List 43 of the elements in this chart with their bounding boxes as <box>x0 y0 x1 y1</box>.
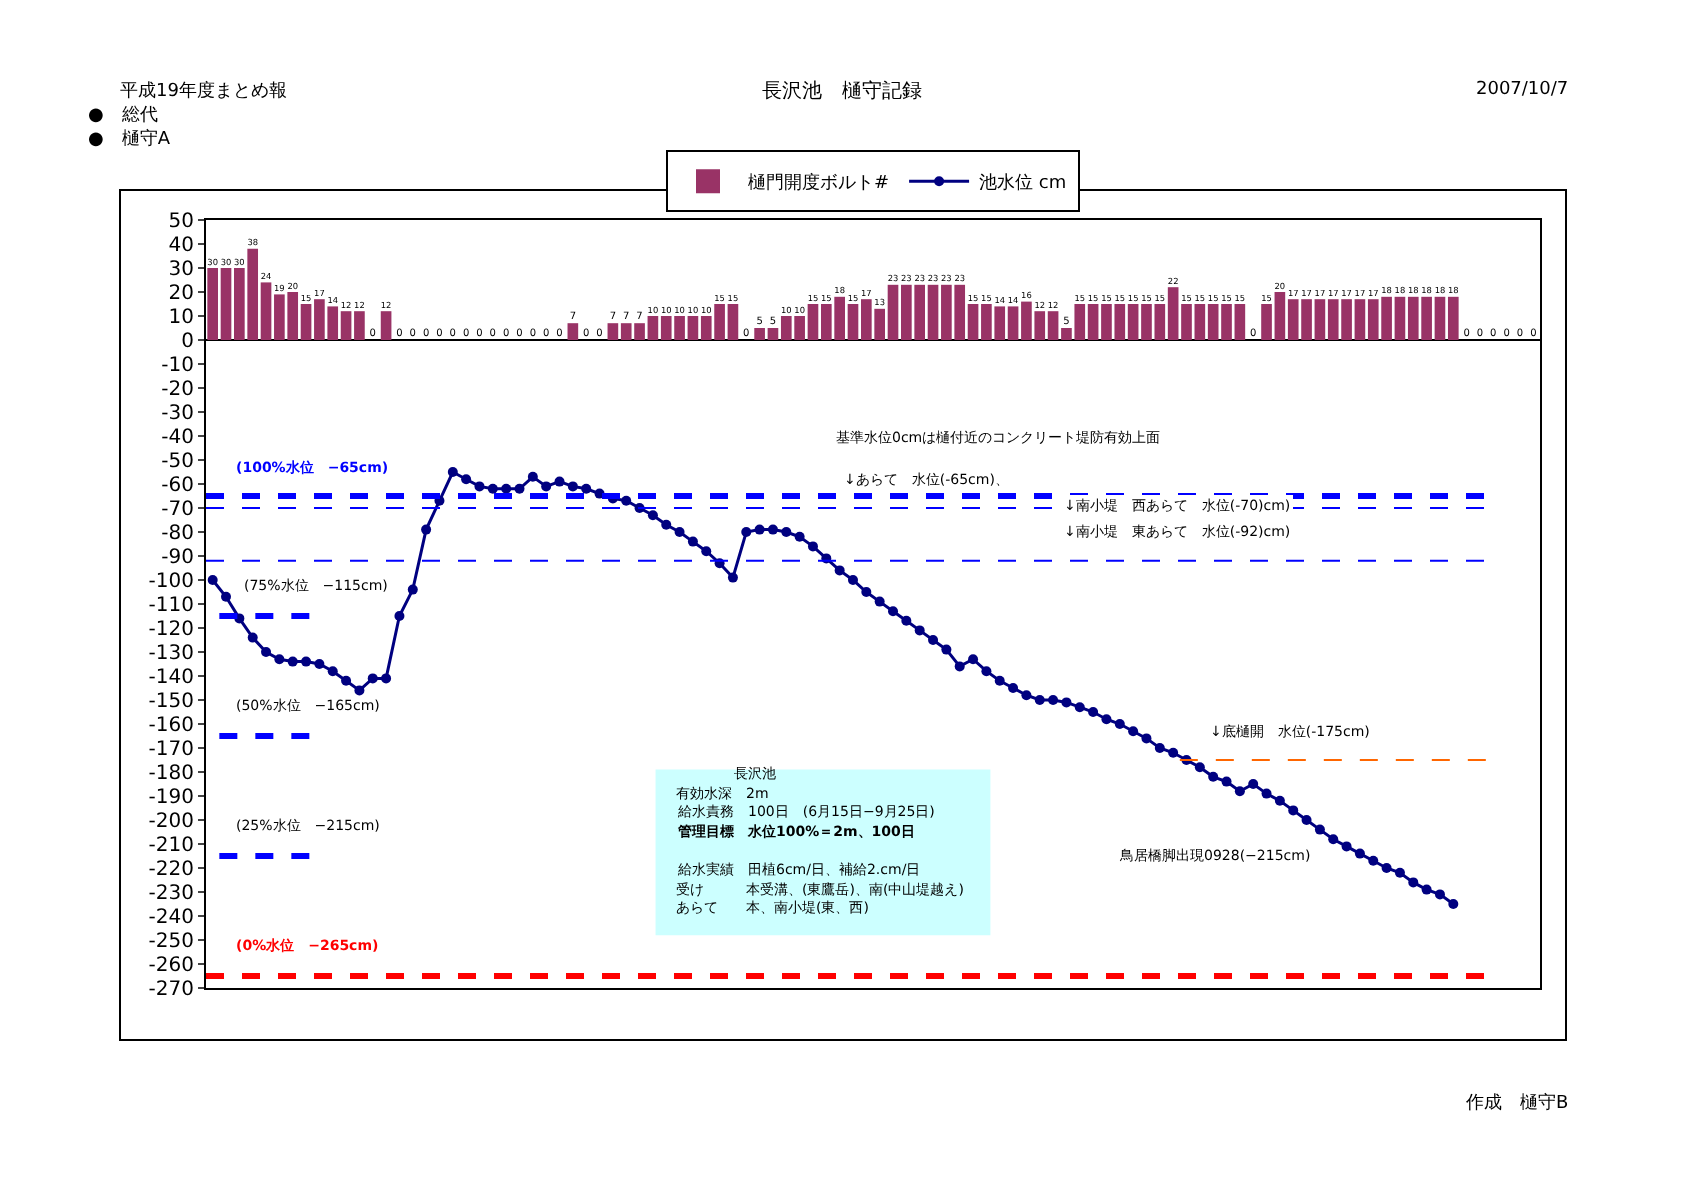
legend-label: 樋門開度ボルト# <box>748 172 890 195</box>
y-tick-label: 30 <box>168 259 194 281</box>
text: 平成19年度まとめ報 <box>120 80 287 102</box>
y-tick-label: -190 <box>148 787 194 809</box>
y-tick-label: -60 <box>161 475 194 497</box>
y-tick-label: -90 <box>161 547 194 569</box>
y-tick-label: -180 <box>148 763 194 785</box>
bar <box>567 323 579 340</box>
y-tick-label: -120 <box>148 619 194 641</box>
y-tick-label: -170 <box>148 739 194 761</box>
legend-label: 池水位 cm <box>979 172 1067 195</box>
y-tick-label: -250 <box>148 931 194 953</box>
y-tick-label: -260 <box>148 955 194 977</box>
y-tick-label: 50 <box>168 211 194 233</box>
text: 2007/10/7 <box>1476 80 1569 100</box>
y-tick-label: -230 <box>148 883 194 905</box>
y-tick-label: -210 <box>148 835 194 857</box>
y-tick-label: -20 <box>161 379 194 401</box>
y-tick-label: 40 <box>168 235 194 257</box>
y-tick-label: -160 <box>148 715 194 737</box>
y-tick-label: -40 <box>161 427 194 449</box>
y-tick-label: -110 <box>148 595 194 617</box>
y-tick-label: -10 <box>161 355 194 377</box>
y-tick-label: -240 <box>148 907 194 929</box>
text: ● 総代 <box>88 104 158 126</box>
y-tick-label: 0 <box>181 331 194 353</box>
y-tick-label: -140 <box>148 667 194 689</box>
y-tick-label: -270 <box>148 979 194 1001</box>
y-tick-label: -50 <box>161 451 194 473</box>
y-tick-label: 20 <box>168 283 194 305</box>
y-tick-label: -130 <box>148 643 194 665</box>
y-tick-label: -150 <box>148 691 194 713</box>
y-tick-label: -100 <box>148 571 194 593</box>
y-tick-label: -80 <box>161 523 194 545</box>
y-tick-label: -30 <box>161 403 194 425</box>
chart-title: 長沢池 樋守記録 <box>762 79 922 103</box>
y-tick-label: -220 <box>148 859 194 881</box>
y-tick-label: 10 <box>168 307 194 329</box>
text: 作成 樋守B <box>1464 1092 1569 1114</box>
bar <box>380 311 392 340</box>
text: ● 樋守A <box>88 128 172 150</box>
y-tick-label: -200 <box>148 811 194 833</box>
y-tick-label: -70 <box>161 499 194 521</box>
